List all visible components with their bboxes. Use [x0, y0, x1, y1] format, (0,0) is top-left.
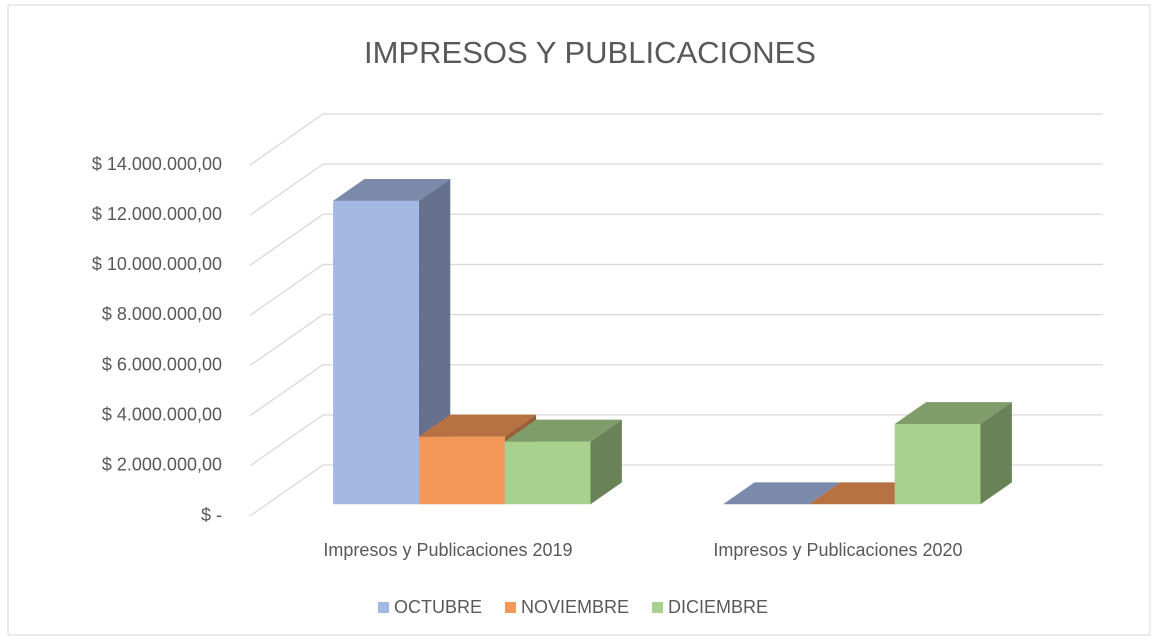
y-tick-label: $ 8.000.000,00: [102, 304, 222, 324]
x-tick-label: Impresos y Publicaciones 2020: [713, 540, 962, 560]
chart-border: [7, 4, 1151, 636]
grid-line: [249, 414, 1103, 467]
y-tick-label: $ 2.000.000,00: [102, 455, 222, 475]
grid-line: [249, 113, 1103, 166]
grid-line: [249, 364, 1103, 417]
y-tick-label: $ 12.000.000,00: [92, 204, 222, 224]
bar: [723, 482, 841, 505]
grid-line: [249, 263, 1103, 316]
grid-line: [249, 313, 1103, 367]
legend-label: OCTUBRE: [394, 597, 482, 617]
bar-top: [504, 419, 622, 442]
grid-line: [249, 213, 1103, 266]
chart-title: IMPRESOS Y PUBLICACIONES: [364, 35, 816, 70]
legend-swatch: [505, 602, 517, 613]
y-tick-label: $ 6.000.000,00: [102, 354, 222, 374]
legend-label: DICIEMBRE: [668, 597, 768, 617]
bar-top: [418, 414, 537, 437]
legend-label: NOVIEMBRE: [521, 597, 629, 617]
grid-line: [249, 464, 1103, 517]
bar-front: [333, 200, 419, 505]
legend-swatch: [652, 602, 664, 613]
y-tick-label: $ 10.000.000,00: [92, 254, 222, 274]
bar-side: [980, 402, 1012, 505]
legend-swatch: [378, 602, 389, 613]
x-tick-label: Impresos y Publicaciones 2019: [323, 540, 572, 560]
bar-top: [894, 402, 1012, 425]
bar-front: [418, 436, 505, 505]
bar: [894, 402, 1012, 505]
y-tick-label: $ 4.000.000,00: [102, 404, 222, 424]
bar-top: [723, 482, 841, 505]
bar-side: [590, 419, 622, 505]
bar-front: [894, 424, 981, 505]
grid-line: [249, 163, 1103, 216]
bar: [504, 419, 622, 505]
y-tick-label: $ 14.000.000,00: [92, 154, 222, 174]
bar-front: [504, 441, 591, 505]
y-tick-label: $ -: [201, 505, 222, 525]
bar-top: [333, 178, 451, 201]
